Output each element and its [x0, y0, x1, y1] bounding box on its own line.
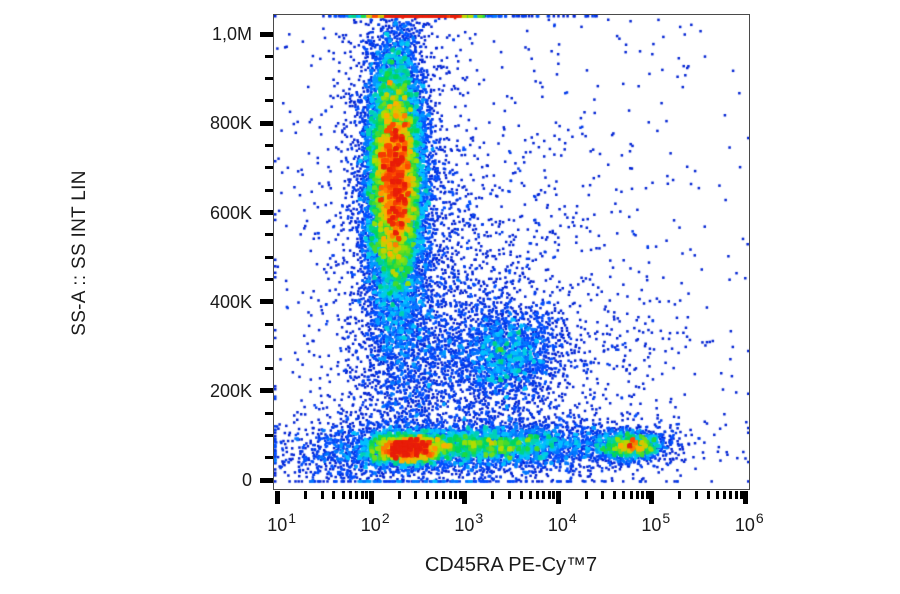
y-axis-tick-label: 800K — [209, 113, 252, 134]
x-tick-base: 10 — [641, 515, 662, 535]
x-axis-minor-tick — [739, 491, 743, 499]
x-axis-minor-tick — [552, 491, 556, 499]
x-tick-exponent: 5 — [662, 510, 671, 526]
x-tick-exponent: 2 — [381, 510, 390, 526]
x-tick-exponent: 6 — [755, 510, 764, 526]
x-tick-base: 10 — [360, 515, 381, 535]
x-axis-minor-tick — [547, 491, 551, 499]
y-axis-tick-label: 0 — [241, 470, 252, 491]
x-tick-base: 10 — [454, 515, 475, 535]
x-tick-base: 10 — [547, 515, 568, 535]
y-axis-tick-label: 600K — [209, 202, 252, 223]
x-axis-minor-tick — [542, 491, 546, 499]
y-axis-minor-tick — [265, 411, 273, 415]
x-axis-minor-tick — [397, 491, 401, 499]
y-axis-tick-label: 1,0M — [211, 24, 252, 45]
x-axis-minor-tick — [304, 491, 308, 499]
x-axis-minor-tick — [348, 491, 352, 499]
y-axis-minor-tick — [265, 277, 273, 281]
y-axis-minor-tick — [265, 367, 273, 371]
x-axis-minor-tick — [491, 491, 495, 499]
x-axis-minor-tick — [536, 491, 539, 499]
y-axis-major-tick — [260, 120, 273, 126]
x-axis-minor-tick — [694, 491, 698, 499]
x-axis-minor-tick — [442, 491, 446, 499]
y-axis-major-tick — [260, 477, 273, 483]
x-axis-minor-tick — [332, 491, 336, 499]
x-axis-minor-tick — [341, 491, 345, 499]
x-axis-major-tick — [275, 491, 281, 504]
x-axis-major-tick — [555, 491, 561, 504]
x-axis-major-tick — [649, 491, 655, 504]
y-axis-minor-tick — [265, 144, 273, 148]
x-axis-minor-tick — [519, 491, 523, 499]
x-tick-exponent: 3 — [475, 510, 484, 526]
x-axis-title: CD45RA PE-Cy™7 — [424, 554, 598, 576]
y-axis-major-tick — [260, 388, 273, 394]
x-axis-minor-tick — [458, 491, 462, 499]
x-tick-exponent: 1 — [288, 510, 297, 526]
y-axis-minor-tick — [265, 166, 273, 170]
density-scatter-canvas — [274, 15, 749, 489]
x-tick-base: 10 — [734, 515, 755, 535]
y-axis-minor-tick — [265, 233, 273, 237]
y-axis-minor-tick — [265, 99, 273, 103]
x-axis-tick-label: 103 — [433, 508, 505, 535]
y-axis-minor-tick — [265, 322, 273, 326]
x-axis-minor-tick — [734, 491, 738, 499]
x-axis-tick-label: 106 — [713, 508, 785, 535]
x-axis-minor-tick — [723, 491, 727, 499]
x-axis-minor-tick — [426, 491, 430, 499]
x-axis-tick-label: 102 — [339, 508, 411, 535]
y-axis-minor-tick — [265, 77, 273, 81]
x-axis-minor-tick — [454, 491, 458, 499]
y-axis-minor-tick — [265, 456, 273, 460]
x-axis-minor-tick — [601, 491, 605, 499]
x-axis-minor-tick — [360, 491, 364, 499]
y-axis-minor-tick — [265, 255, 273, 259]
x-axis-minor-tick — [584, 491, 588, 499]
x-axis-minor-tick — [729, 491, 733, 499]
x-axis-minor-tick — [613, 491, 617, 499]
x-tick-base: 10 — [267, 515, 288, 535]
x-axis-minor-tick — [646, 491, 649, 499]
x-axis-major-tick — [742, 491, 748, 504]
x-axis-minor-tick — [355, 491, 359, 499]
y-axis-major-tick — [260, 210, 273, 216]
x-axis-minor-tick — [435, 491, 439, 499]
x-axis-minor-tick — [448, 491, 452, 499]
y-axis-minor-tick — [265, 54, 273, 58]
y-axis-major-tick — [260, 299, 273, 305]
x-axis-major-tick — [462, 491, 468, 504]
y-axis-tick-label: 400K — [209, 291, 252, 312]
x-axis-minor-tick — [320, 491, 324, 499]
x-axis-tick-label: 105 — [620, 508, 692, 535]
x-axis-major-tick — [368, 491, 374, 504]
y-axis-minor-tick — [265, 188, 273, 192]
plot-area — [273, 14, 750, 490]
x-axis-minor-tick — [507, 491, 511, 499]
x-tick-exponent: 4 — [568, 510, 577, 526]
x-axis-minor-tick — [635, 491, 639, 499]
x-axis-minor-tick — [414, 491, 418, 499]
x-axis-minor-tick — [641, 491, 645, 499]
x-axis-minor-tick — [629, 491, 633, 499]
y-axis-title: SS-A :: SS INT LIN — [69, 170, 90, 336]
x-axis-minor-tick — [678, 491, 682, 499]
x-axis-tick-label: 104 — [526, 508, 598, 535]
y-axis-major-tick — [260, 31, 273, 37]
x-axis-minor-tick — [622, 491, 626, 499]
y-axis-minor-tick — [265, 344, 273, 348]
y-axis-minor-tick — [265, 434, 273, 438]
x-axis-tick-label: 101 — [246, 508, 318, 535]
y-axis-tick-label: 200K — [209, 380, 252, 401]
x-axis-minor-tick — [715, 491, 719, 499]
x-axis-minor-tick — [528, 491, 532, 499]
x-axis-minor-tick — [706, 491, 710, 499]
x-axis-minor-tick — [365, 491, 369, 499]
